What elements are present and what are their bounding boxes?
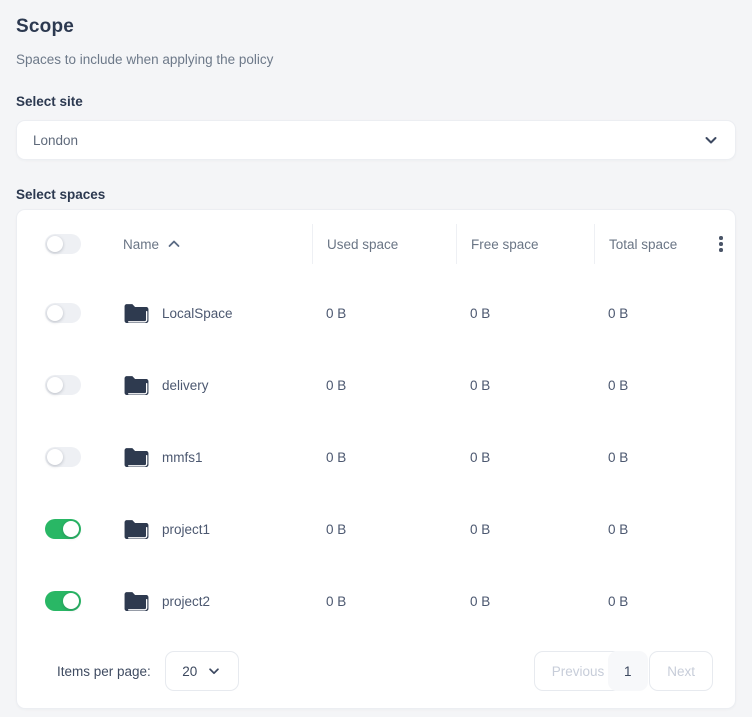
select-site-label: Select site [16,94,83,109]
used-space-value: 0 B [326,593,347,609]
page-title: Scope [16,16,75,37]
table-pagination: Items per page: 20 1 Previous Next [41,651,713,691]
folder-icon [123,374,150,397]
space-name: project2 [162,593,211,609]
items-per-page-value: 20 [182,663,198,679]
next-page-button[interactable]: Next [649,651,713,691]
column-header-used-space[interactable]: Used space [312,224,456,264]
table-row: project1 0 B 0 B 0 B [45,493,713,565]
total-space-value: 0 B [608,305,629,321]
total-space-value: 0 B [608,593,629,609]
row-toggle[interactable] [45,591,81,611]
table-row: project2 0 B 0 B 0 B [45,565,713,637]
site-select[interactable]: London [16,120,736,160]
folder-icon [123,518,150,541]
table-row: mmfs1 0 B 0 B 0 B [45,421,713,493]
free-space-value: 0 B [470,593,491,609]
column-header-name-label: Name [123,236,160,252]
folder-icon [123,302,150,325]
folder-icon [123,590,150,613]
column-header-total-space[interactable]: Total space [594,224,712,264]
table-header: Name Used space Free space Total space [45,224,723,264]
row-toggle[interactable] [45,375,81,395]
total-space-value: 0 B [608,521,629,537]
current-page-indicator[interactable]: 1 [607,651,648,691]
select-all-toggle[interactable] [45,234,81,254]
free-space-value: 0 B [470,377,491,393]
used-space-value: 0 B [326,521,347,537]
row-toggle[interactable] [45,303,81,323]
page-subtitle: Spaces to include when applying the poli… [16,52,274,67]
table-row: delivery 0 B 0 B 0 B [45,349,713,421]
site-select-value: London [33,132,79,148]
table-row: LocalSpace 0 B 0 B 0 B [45,277,713,349]
space-name: mmfs1 [162,449,203,465]
free-space-value: 0 B [470,449,491,465]
chevron-down-icon [207,664,221,678]
used-space-value: 0 B [326,377,347,393]
items-per-page-label: Items per page: [57,663,151,679]
row-toggle[interactable] [45,447,81,467]
table-body: LocalSpace 0 B 0 B 0 B delivery 0 B 0 B … [45,277,713,637]
space-name: delivery [162,377,209,393]
previous-page-button[interactable]: Previous [533,651,623,691]
select-spaces-label: Select spaces [16,187,106,202]
used-space-value: 0 B [326,449,347,465]
total-space-value: 0 B [608,377,629,393]
column-header-free-space[interactable]: Free space [456,224,594,264]
chevron-up-icon [168,240,180,248]
spaces-table-card: Name Used space Free space Total space L… [16,209,736,709]
kebab-menu-icon[interactable] [712,233,730,255]
used-space-value: 0 B [326,305,347,321]
items-per-page-select[interactable]: 20 [164,651,239,691]
folder-icon [123,446,150,469]
free-space-value: 0 B [470,521,491,537]
space-name: project1 [162,521,211,537]
select-all-toggle-cell [45,234,123,254]
space-name: LocalSpace [162,305,233,321]
row-toggle[interactable] [45,519,81,539]
column-header-name[interactable]: Name [123,237,312,252]
total-space-value: 0 B [608,449,629,465]
free-space-value: 0 B [470,305,491,321]
chevron-down-icon [703,132,719,148]
